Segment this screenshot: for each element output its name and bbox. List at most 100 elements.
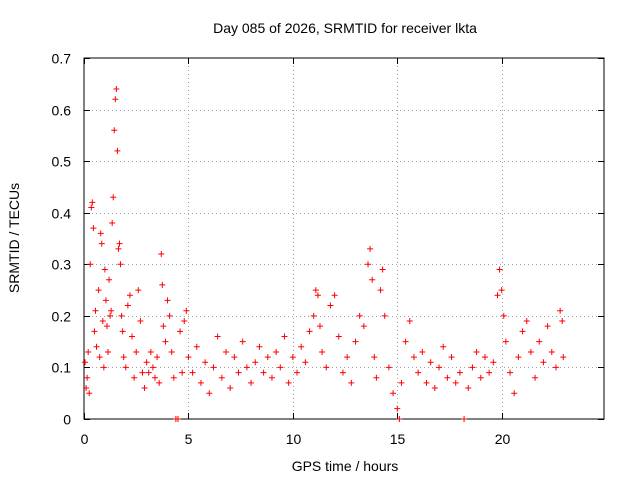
data-point bbox=[223, 348, 230, 355]
y-tick-label: 0.5 bbox=[52, 154, 72, 170]
data-point bbox=[159, 281, 166, 288]
data-point bbox=[348, 379, 355, 386]
data-point bbox=[112, 96, 119, 103]
data-point bbox=[108, 307, 115, 314]
data-point bbox=[477, 374, 484, 381]
data-point bbox=[185, 354, 192, 361]
data-point bbox=[152, 374, 159, 381]
data-point bbox=[139, 369, 146, 376]
data-point bbox=[122, 364, 129, 371]
data-point bbox=[183, 307, 190, 314]
data-point bbox=[149, 364, 156, 371]
grid-lines bbox=[84, 58, 604, 419]
data-point bbox=[502, 338, 509, 345]
data-point bbox=[227, 385, 234, 392]
data-point bbox=[86, 390, 93, 397]
data-point bbox=[402, 338, 409, 345]
data-point bbox=[95, 287, 102, 294]
data-point bbox=[365, 261, 372, 268]
data-point bbox=[170, 374, 177, 381]
data-point bbox=[306, 328, 313, 335]
data-point bbox=[473, 348, 480, 355]
data-point bbox=[360, 323, 367, 330]
data-point bbox=[481, 354, 488, 361]
data-point bbox=[498, 287, 505, 294]
data-point bbox=[131, 374, 138, 381]
data-point bbox=[143, 359, 150, 366]
data-point bbox=[423, 379, 430, 386]
data-point bbox=[310, 312, 317, 319]
data-point bbox=[496, 266, 503, 273]
data-point bbox=[390, 390, 397, 397]
data-point bbox=[544, 323, 551, 330]
data-point bbox=[256, 343, 263, 350]
data-point bbox=[96, 354, 103, 361]
data-point bbox=[335, 333, 342, 340]
data-point bbox=[145, 369, 152, 376]
data-point bbox=[419, 348, 426, 355]
data-point bbox=[371, 354, 378, 361]
data-point bbox=[367, 245, 374, 252]
x-tick-label: 20 bbox=[495, 431, 511, 447]
data-point bbox=[103, 323, 110, 330]
data-point bbox=[410, 354, 417, 361]
data-point bbox=[373, 374, 380, 381]
data-point bbox=[327, 302, 334, 309]
data-point bbox=[264, 354, 271, 361]
y-tick-label: 0 bbox=[63, 412, 71, 428]
data-point bbox=[559, 318, 566, 325]
data-point bbox=[202, 359, 209, 366]
y-tick-label: 0.2 bbox=[52, 309, 72, 325]
data-point bbox=[100, 364, 107, 371]
axis-ticks: 0 0.1 0.2 0.3 0.4 0.5 0.6 0.7 0 5 10 15 20 bbox=[52, 51, 604, 447]
data-point bbox=[456, 369, 463, 376]
data-point bbox=[179, 369, 186, 376]
data-point bbox=[396, 416, 403, 422]
data-point bbox=[160, 323, 167, 330]
data-point bbox=[193, 343, 200, 350]
data-point bbox=[164, 297, 171, 304]
data-point bbox=[377, 287, 384, 294]
data-point bbox=[314, 292, 321, 299]
data-point bbox=[141, 385, 148, 392]
data-point bbox=[452, 379, 459, 386]
data-point bbox=[115, 245, 122, 252]
data-point bbox=[519, 328, 526, 335]
data-point bbox=[111, 127, 118, 134]
data-point bbox=[117, 261, 124, 268]
data-point bbox=[486, 369, 493, 376]
data-point bbox=[110, 194, 117, 201]
x-tick-label: 0 bbox=[81, 431, 89, 447]
data-point bbox=[352, 338, 359, 345]
data-point bbox=[120, 354, 127, 361]
data-point bbox=[105, 348, 112, 355]
data-point bbox=[260, 369, 267, 376]
data-point bbox=[379, 266, 386, 273]
data-point bbox=[91, 328, 98, 335]
data-point bbox=[523, 318, 530, 325]
x-tick-label: 10 bbox=[286, 431, 302, 447]
data-point bbox=[88, 204, 95, 211]
data-point bbox=[93, 343, 100, 350]
data-point bbox=[248, 379, 255, 386]
data-point bbox=[289, 354, 296, 361]
chart-title: Day 085 of 2026, SRMTID for receiver lkt… bbox=[213, 20, 477, 36]
data-point bbox=[210, 364, 217, 371]
plot-area-frame bbox=[83, 57, 605, 420]
data-point bbox=[107, 312, 114, 319]
data-point bbox=[214, 333, 221, 340]
data-point bbox=[174, 416, 181, 422]
y-tick-label: 0.4 bbox=[52, 206, 72, 222]
data-point bbox=[162, 338, 169, 345]
data-point bbox=[99, 318, 106, 325]
data-point bbox=[97, 230, 104, 237]
data-point bbox=[126, 292, 133, 299]
data-point bbox=[339, 369, 346, 376]
y-tick-label: 0.6 bbox=[52, 103, 72, 119]
data-point bbox=[119, 328, 126, 335]
data-point bbox=[277, 364, 284, 371]
data-point bbox=[381, 312, 388, 319]
data-point bbox=[147, 348, 154, 355]
data-point bbox=[268, 374, 275, 381]
